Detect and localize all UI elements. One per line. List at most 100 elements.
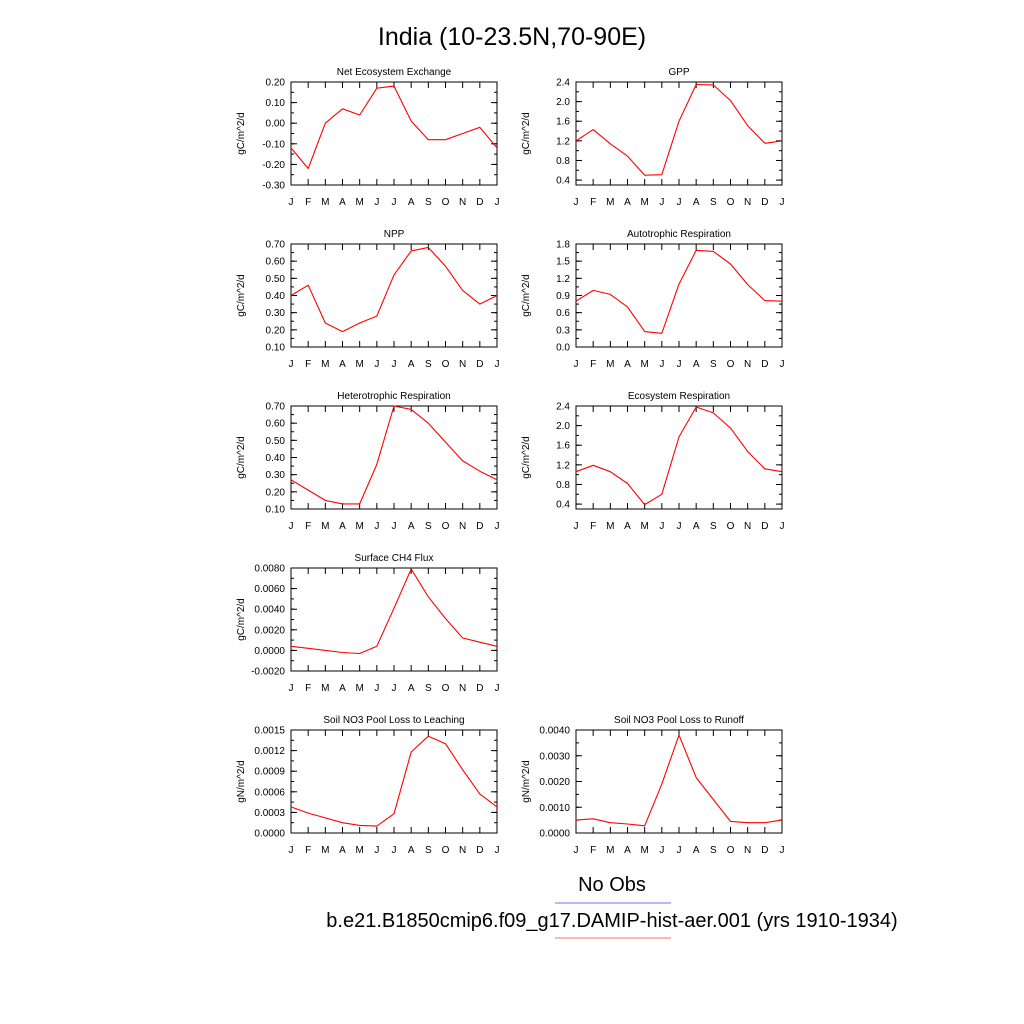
y-tick-label: 0.50 [266,436,286,447]
x-tick-label: J [677,359,682,370]
x-tick-label: S [425,845,432,856]
x-tick-label: J [495,197,500,208]
y-tick-label: 0.8 [556,480,570,491]
y-tick-label: 0.10 [266,98,286,109]
y-axis-label: gC/m^2/d [236,436,247,479]
x-tick-label: O [442,683,450,694]
panel-title: Surface CH4 Flux [355,553,434,564]
x-tick-label: J [495,845,500,856]
y-tick-label: 0.3 [556,325,570,336]
y-tick-label: 0.0015 [254,726,285,737]
x-tick-label: S [710,845,717,856]
y-tick-label: 1.6 [556,117,570,128]
y-tick-label: 0.0080 [254,564,285,575]
y-tick-label: 0.30 [266,308,286,319]
x-tick-label: F [590,521,596,532]
x-tick-label: A [408,683,415,694]
x-tick-label: F [305,197,311,208]
y-tick-label: 0.60 [266,419,286,430]
x-tick-label: O [727,197,735,208]
x-tick-label: A [693,521,700,532]
x-tick-label: J [392,521,397,532]
panel-title: GPP [668,67,689,78]
x-tick-label: N [459,359,466,370]
x-tick-label: D [476,845,483,856]
y-tick-label: 0.20 [266,325,286,336]
y-tick-label: 0.0040 [254,605,285,616]
x-tick-label: A [408,197,415,208]
x-tick-label: M [321,359,329,370]
y-tick-label: 0.0010 [539,803,570,814]
panel-title: Heterotrophic Respiration [337,391,450,402]
x-tick-label: M [606,197,614,208]
x-tick-label: J [289,521,294,532]
x-tick-label: M [355,197,363,208]
x-tick-label: A [624,359,631,370]
x-tick-label: J [289,845,294,856]
x-tick-label: A [339,845,346,856]
y-tick-label: 1.8 [556,240,570,251]
y-tick-label: 0.30 [266,470,286,481]
y-tick-label: 0.0020 [539,777,570,788]
plot-frame [575,405,783,510]
legend-label-obs: No Obs [578,874,646,896]
x-tick-label: M [321,683,329,694]
x-tick-label: J [374,845,379,856]
y-axis-label: gC/m^2/d [236,112,247,155]
x-tick-label: O [442,521,450,532]
y-axis-label: gC/m^2/d [521,274,532,317]
y-tick-label: 0.0006 [254,787,285,798]
y-tick-label: 0.0012 [254,746,285,757]
x-tick-label: O [442,197,450,208]
x-tick-label: A [408,845,415,856]
series-line [290,246,498,333]
y-tick-label: -0.30 [262,181,285,192]
x-tick-label: M [606,521,614,532]
y-tick-label: 2.4 [556,402,570,413]
y-axis-label: gC/m^2/d [236,598,247,641]
y-tick-label: 0.8 [556,156,570,167]
x-tick-label: J [392,845,397,856]
x-tick-label: N [459,521,466,532]
x-tick-label: A [339,683,346,694]
x-tick-label: M [640,521,648,532]
series-line [290,735,498,827]
x-tick-label: F [590,197,596,208]
legend-label-model: b.e21.B1850cmip6.f09_g17.DAMIP-hist-aer.… [326,910,897,932]
x-tick-label: S [710,359,717,370]
x-tick-label: O [442,359,450,370]
x-tick-label: D [761,197,768,208]
plot-frame [290,567,498,672]
x-tick-label: J [780,845,785,856]
x-tick-label: D [476,359,483,370]
x-tick-label: M [606,359,614,370]
y-tick-label: 0.40 [266,453,286,464]
x-tick-label: N [744,359,751,370]
x-tick-label: M [355,845,363,856]
y-tick-label: 0.0000 [254,646,285,657]
x-tick-label: A [339,197,346,208]
x-tick-label: J [495,683,500,694]
x-tick-label: S [710,521,717,532]
x-tick-label: J [374,197,379,208]
x-tick-label: N [459,845,466,856]
x-tick-label: M [355,359,363,370]
x-tick-label: M [355,521,363,532]
plot-frame [290,243,498,348]
x-tick-label: J [574,197,579,208]
x-tick-label: M [355,683,363,694]
series-line [290,405,498,505]
x-tick-label: A [624,197,631,208]
y-tick-label: 0.0040 [539,726,570,737]
x-tick-label: A [339,359,346,370]
y-tick-label: 0.9 [556,291,570,302]
x-tick-label: J [659,845,664,856]
x-tick-label: A [408,359,415,370]
x-tick-label: D [476,683,483,694]
y-tick-label: 1.2 [556,274,570,285]
